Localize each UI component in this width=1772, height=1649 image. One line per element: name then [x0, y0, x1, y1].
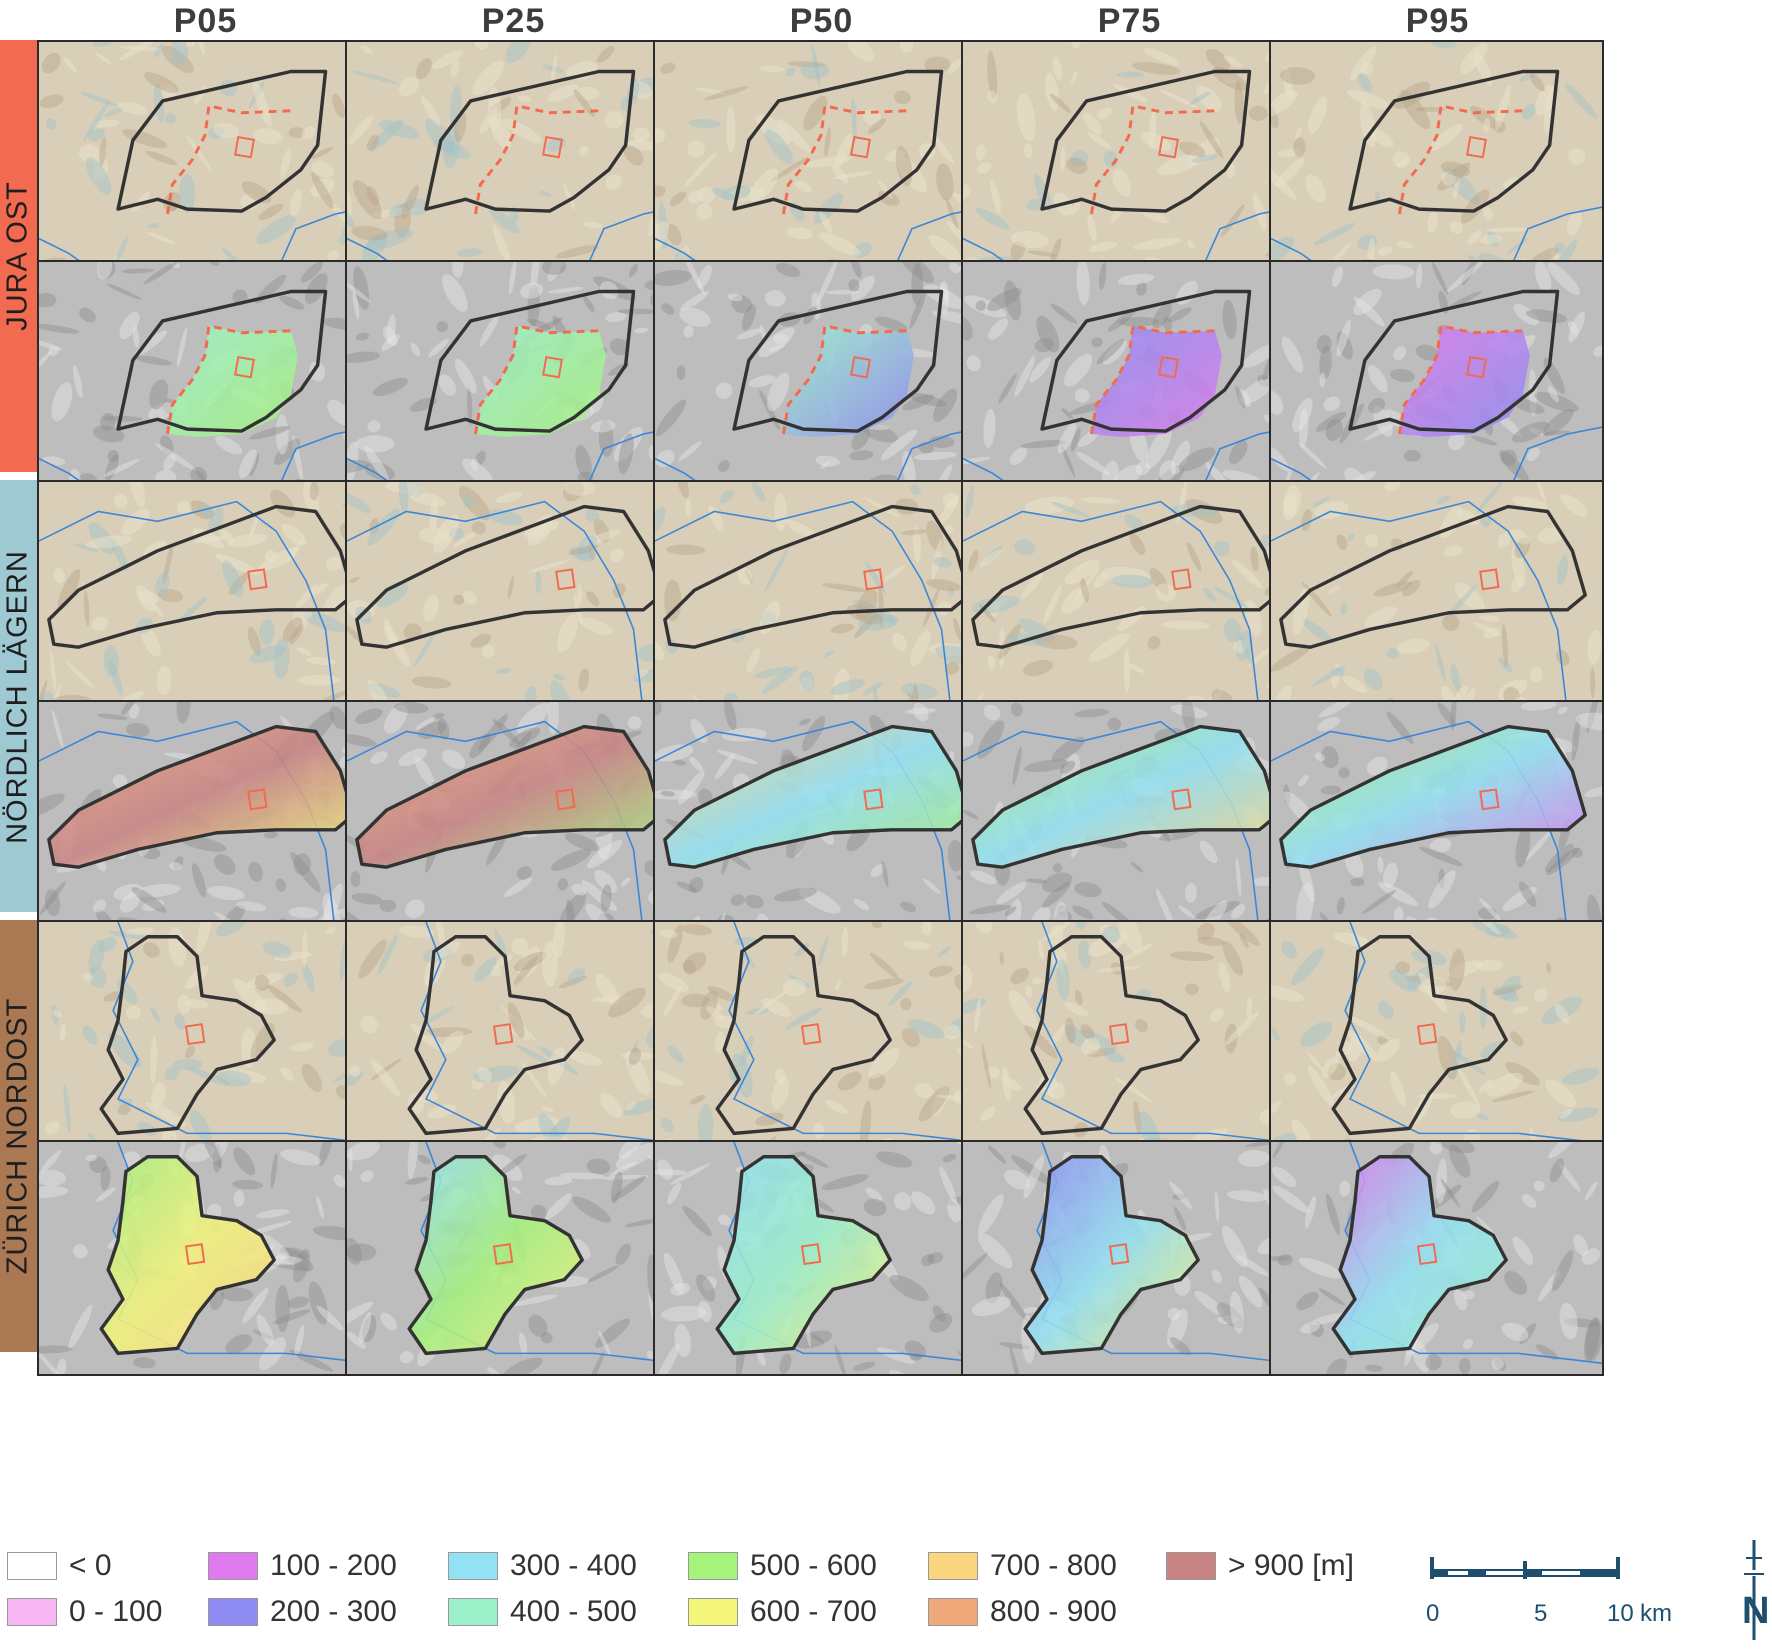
legend-swatch	[1166, 1552, 1216, 1580]
legend-swatch	[7, 1598, 57, 1626]
legend-label: > 900 [m]	[1228, 1549, 1354, 1582]
map-panel-noerdlich-laegern-p25-relief	[345, 480, 680, 716]
map-panel-noerdlich-laegern-p25-depth	[345, 700, 680, 936]
map-panel-noerdlich-laegern-p50-depth	[653, 700, 988, 936]
map-panel-noerdlich-laegern-p05-relief	[37, 480, 372, 716]
map-panel-noerdlich-laegern-p75-relief	[961, 480, 1296, 716]
column-header-p05: P05	[173, 2, 238, 40]
legend-swatch	[688, 1598, 738, 1626]
map-panel-noerdlich-laegern-p95-depth	[1269, 700, 1604, 936]
legend-label: 600 - 700	[750, 1595, 877, 1628]
map-panel-noerdlich-laegern-p50-relief	[653, 480, 988, 716]
map-panel-zuerich-nordost-p50-depth	[653, 1140, 988, 1376]
map-panel-zuerich-nordost-p95-depth	[1269, 1140, 1604, 1376]
legend-swatch	[448, 1552, 498, 1580]
legend-item: > 900 [m]	[1166, 1549, 1354, 1582]
legend-swatch	[448, 1598, 498, 1626]
legend-label: 800 - 900	[990, 1595, 1117, 1628]
map-panel-zuerich-nordost-p75-depth	[961, 1140, 1296, 1376]
legend-item: 600 - 700	[688, 1595, 877, 1628]
legend-swatch	[208, 1552, 258, 1580]
legend-item: 0 - 100	[7, 1595, 163, 1628]
map-panel-zuerich-nordost-p25-relief	[345, 920, 680, 1156]
legend-label: 400 - 500	[510, 1595, 637, 1628]
legend-label: < 0	[69, 1549, 112, 1582]
scale-label-10: 10	[1607, 1600, 1634, 1627]
map-panel-jura-ost-p95-relief	[1269, 40, 1604, 276]
legend-swatch	[208, 1598, 258, 1626]
scale-bar	[1430, 1557, 1620, 1579]
legend-label: 100 - 200	[270, 1549, 397, 1582]
map-panel-zuerich-nordost-p05-depth	[37, 1140, 372, 1376]
map-panel-jura-ost-p95-depth	[1269, 260, 1604, 496]
scale-unit: km	[1640, 1600, 1672, 1627]
map-panel-jura-ost-p05-depth	[37, 260, 372, 496]
map-panel-zuerich-nordost-p25-depth	[345, 1140, 680, 1376]
map-panel-jura-ost-p50-relief	[653, 40, 988, 276]
north-label: N	[1742, 1590, 1770, 1632]
column-header-p75: P75	[1097, 2, 1162, 40]
legend-item: 700 - 800	[928, 1549, 1117, 1582]
legend-label: 500 - 600	[750, 1549, 877, 1582]
region-label-noerdlich-laegern: NÖRDLICH LÄGERN	[1, 550, 34, 844]
legend-item: 800 - 900	[928, 1595, 1117, 1628]
legend-swatch	[7, 1552, 57, 1580]
scale-label-0: 0	[1426, 1600, 1440, 1627]
region-band-noerdlich-laegern	[0, 480, 37, 912]
legend-item: 200 - 300	[208, 1595, 397, 1628]
map-panel-jura-ost-p75-relief	[961, 40, 1296, 276]
legend-label: 300 - 400	[510, 1549, 637, 1582]
map-panel-jura-ost-p75-depth	[961, 260, 1296, 496]
map-panel-zuerich-nordost-p75-relief	[961, 920, 1296, 1156]
legend-label: 0 - 100	[69, 1595, 163, 1628]
map-panel-noerdlich-laegern-p05-depth	[37, 700, 372, 936]
legend-label: 200 - 300	[270, 1595, 397, 1628]
legend-swatch	[928, 1552, 978, 1580]
map-panel-jura-ost-p05-relief	[37, 40, 372, 276]
map-panel-noerdlich-laegern-p95-relief	[1269, 480, 1604, 716]
north-arrow-icon: N	[1736, 1540, 1772, 1640]
legend-item: 300 - 400	[448, 1549, 637, 1582]
map-panel-zuerich-nordost-p95-relief	[1269, 920, 1604, 1156]
map-panel-zuerich-nordost-p50-relief	[653, 920, 988, 1156]
map-panel-zuerich-nordost-p05-relief	[37, 920, 372, 1156]
region-label-jura-ost: JURA OST	[1, 181, 34, 331]
legend-swatch	[688, 1552, 738, 1580]
region-band-zuerich-nordost	[0, 920, 37, 1352]
map-panel-jura-ost-p25-depth	[345, 260, 680, 496]
legend-item: < 0	[7, 1549, 112, 1582]
legend-item: 100 - 200	[208, 1549, 397, 1582]
map-panel-jura-ost-p25-relief	[345, 40, 680, 276]
legend-item: 400 - 500	[448, 1595, 637, 1628]
column-header-p50: P50	[789, 2, 854, 40]
column-header-p25: P25	[481, 2, 546, 40]
region-label-zuerich-nordost: ZÜRICH NORDOST	[1, 997, 34, 1275]
legend-label: 700 - 800	[990, 1549, 1117, 1582]
map-panel-noerdlich-laegern-p75-depth	[961, 700, 1296, 936]
region-band-jura-ost	[0, 40, 37, 472]
column-header-p95: P95	[1405, 2, 1470, 40]
map-panel-jura-ost-p50-depth	[653, 260, 988, 496]
legend-item: 500 - 600	[688, 1549, 877, 1582]
scale-label-5: 5	[1534, 1600, 1548, 1627]
legend-swatch	[928, 1598, 978, 1626]
